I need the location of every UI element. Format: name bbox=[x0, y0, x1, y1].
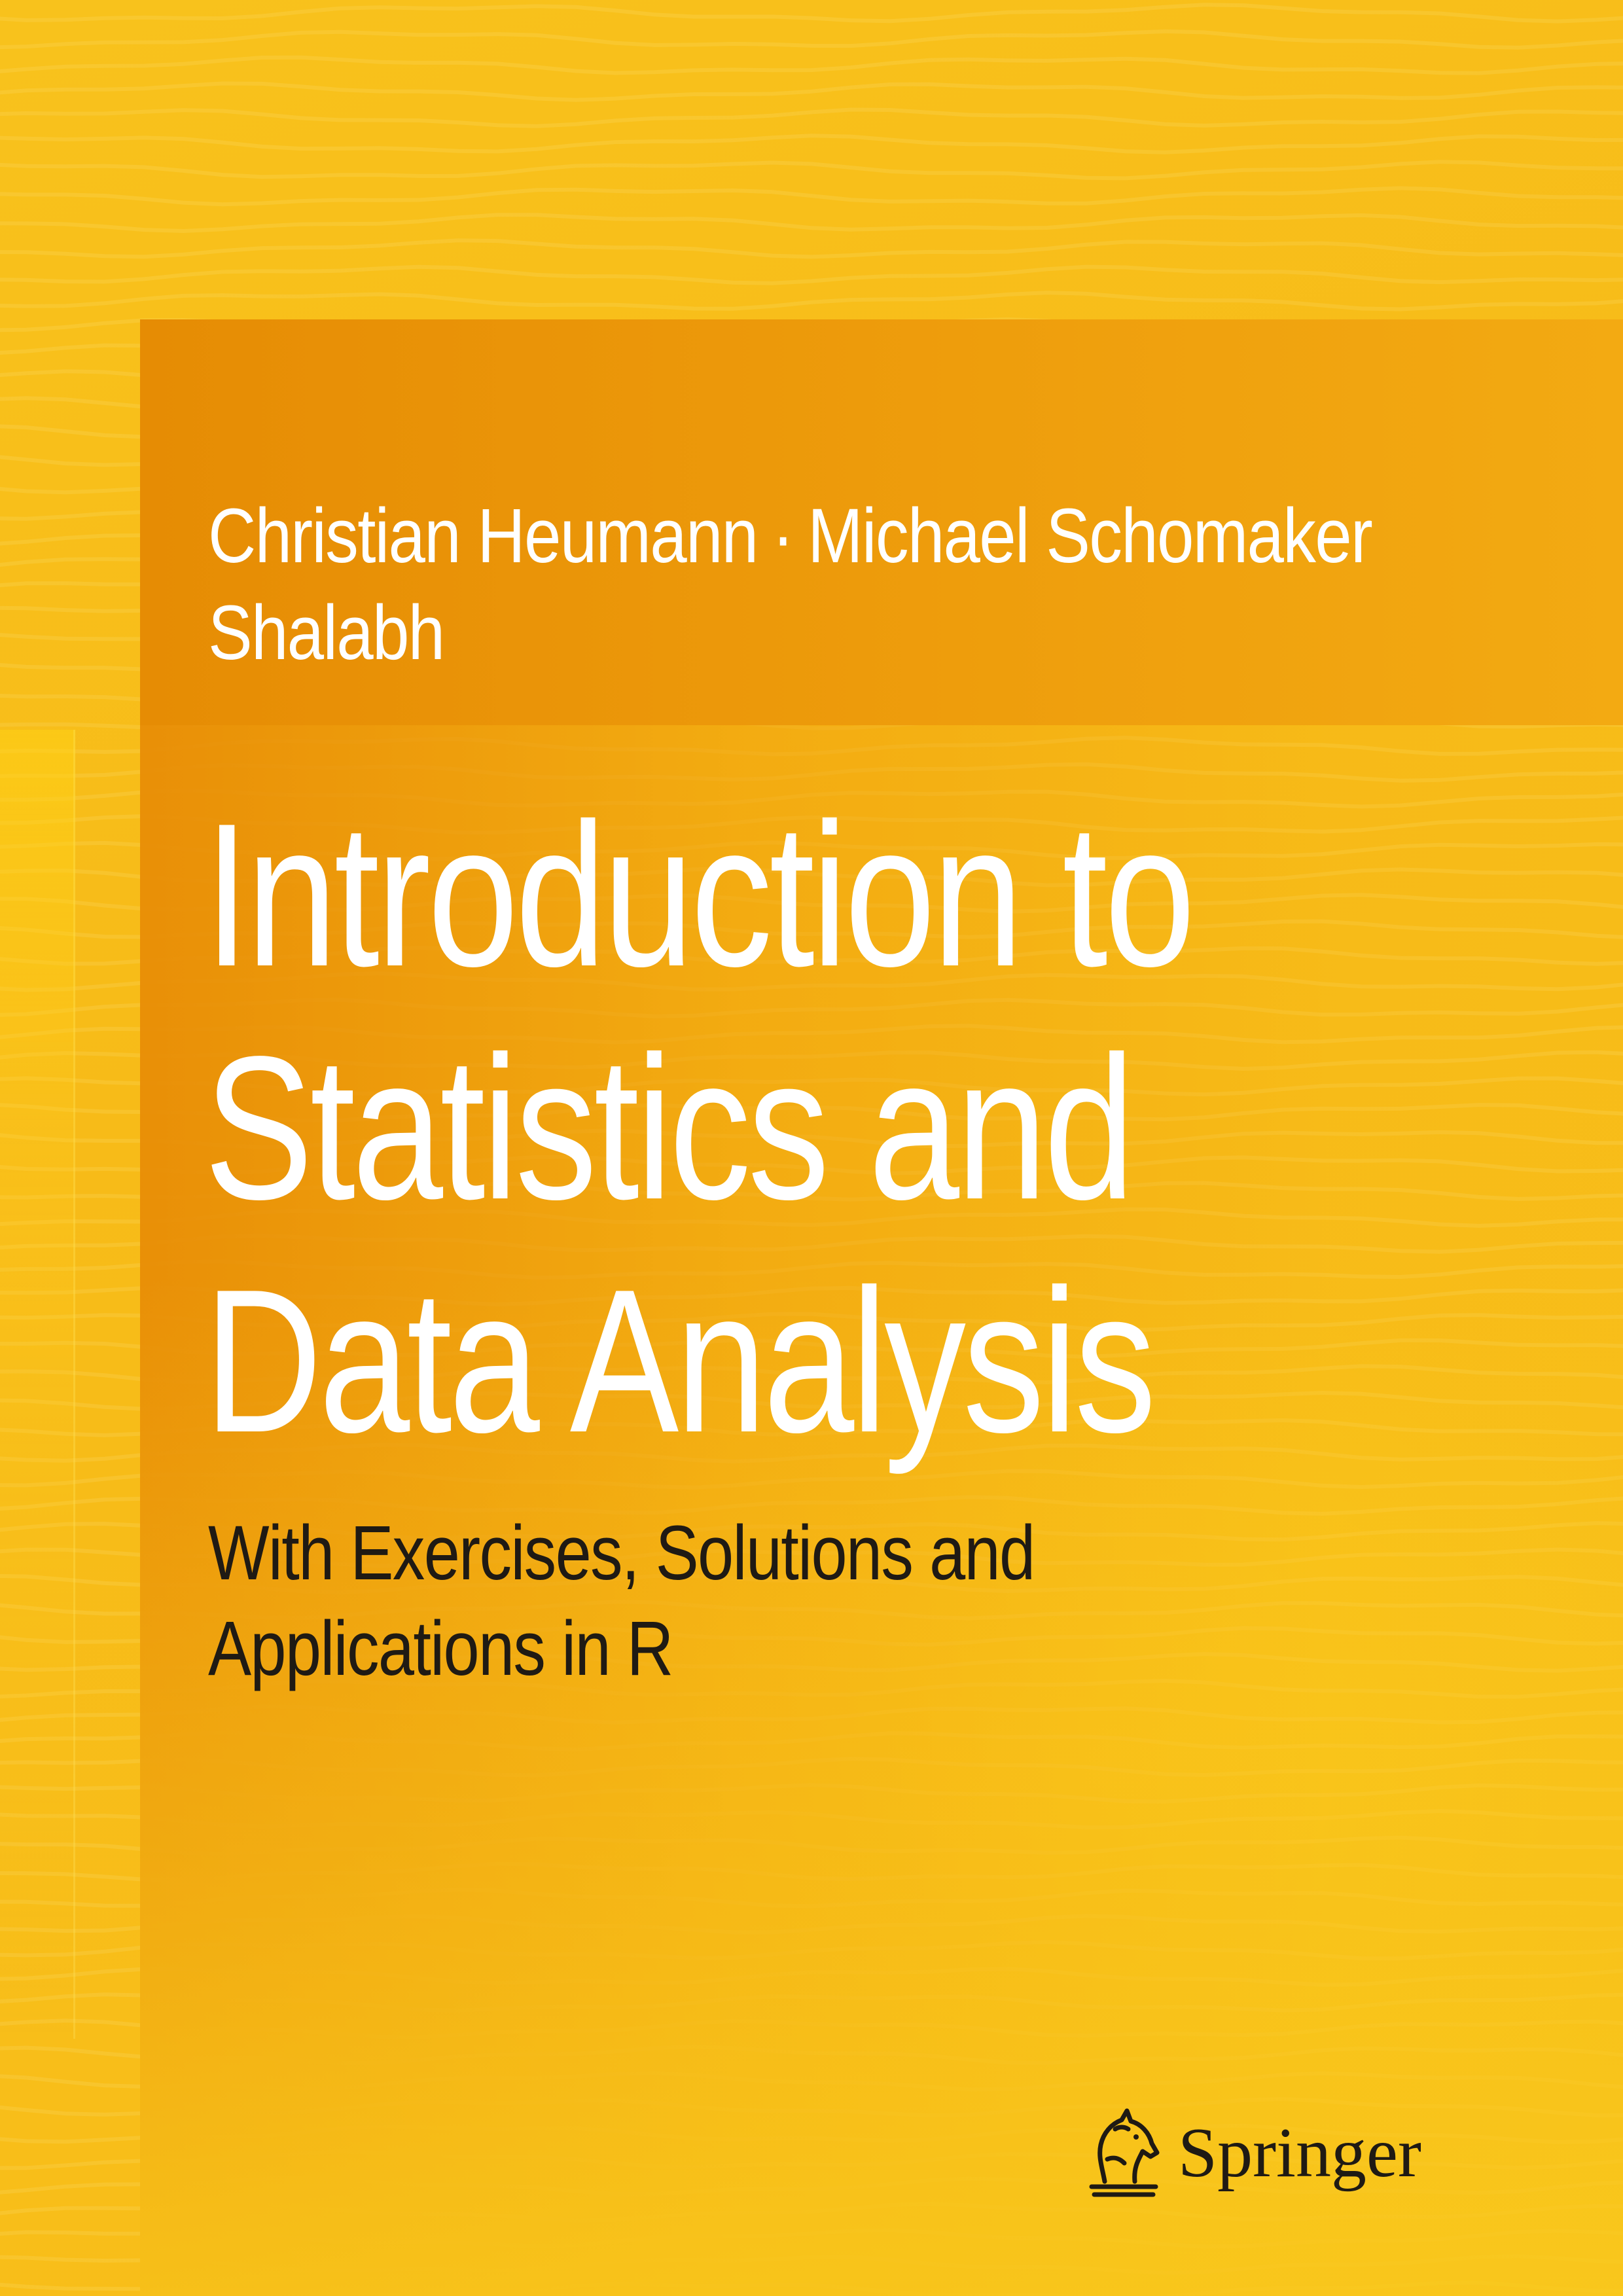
author-band bbox=[140, 319, 1623, 725]
title-line: Data Analysis bbox=[204, 1247, 1156, 1475]
publisher-imprint: Springer bbox=[1079, 2101, 1421, 2206]
texture-wave-line bbox=[0, 291, 1623, 312]
title-line: Statistics and bbox=[204, 1014, 1135, 1242]
texture-wave-line bbox=[0, 29, 1623, 50]
title-line: Introduction to bbox=[204, 781, 1196, 1009]
springer-horse-logo-icon bbox=[1089, 2108, 1160, 2197]
texture-wave-line bbox=[0, 186, 1623, 207]
book-subtitle: With Exercises, Solutions and Applicatio… bbox=[208, 1505, 1035, 1696]
texture-wave-line bbox=[0, 238, 1623, 259]
author-separator: · bbox=[772, 493, 794, 579]
texture-wave-line bbox=[0, 134, 1623, 154]
texture-wave-line bbox=[0, 213, 1623, 234]
author-name: Christian Heumann bbox=[208, 493, 758, 579]
authors: Christian Heumann · Michael Schomaker Shal… bbox=[208, 488, 1373, 681]
author-name: Michael Schomaker bbox=[808, 493, 1373, 579]
publisher-name: Springer bbox=[1178, 2114, 1421, 2192]
texture-wave-line bbox=[0, 55, 1623, 75]
left-edge-strip bbox=[0, 730, 75, 2039]
authors-line-2: Shalabh bbox=[208, 584, 1372, 681]
texture-wave-line bbox=[0, 160, 1623, 181]
texture-wave-line bbox=[0, 107, 1623, 128]
texture-wave-line bbox=[0, 3, 1623, 24]
book-title: Introduction to Statistics and Data Anal… bbox=[204, 779, 1196, 1478]
title-panel-fade bbox=[140, 725, 1623, 2296]
subtitle-line: With Exercises, Solutions and bbox=[208, 1510, 1035, 1596]
subtitle-line: Applications in R bbox=[208, 1605, 673, 1692]
texture-wave-line bbox=[0, 81, 1623, 102]
texture-wave-line bbox=[0, 264, 1623, 285]
authors-line-1: Christian Heumann · Michael Schomaker bbox=[208, 488, 1373, 584]
author-name: Shalabh bbox=[208, 590, 445, 676]
